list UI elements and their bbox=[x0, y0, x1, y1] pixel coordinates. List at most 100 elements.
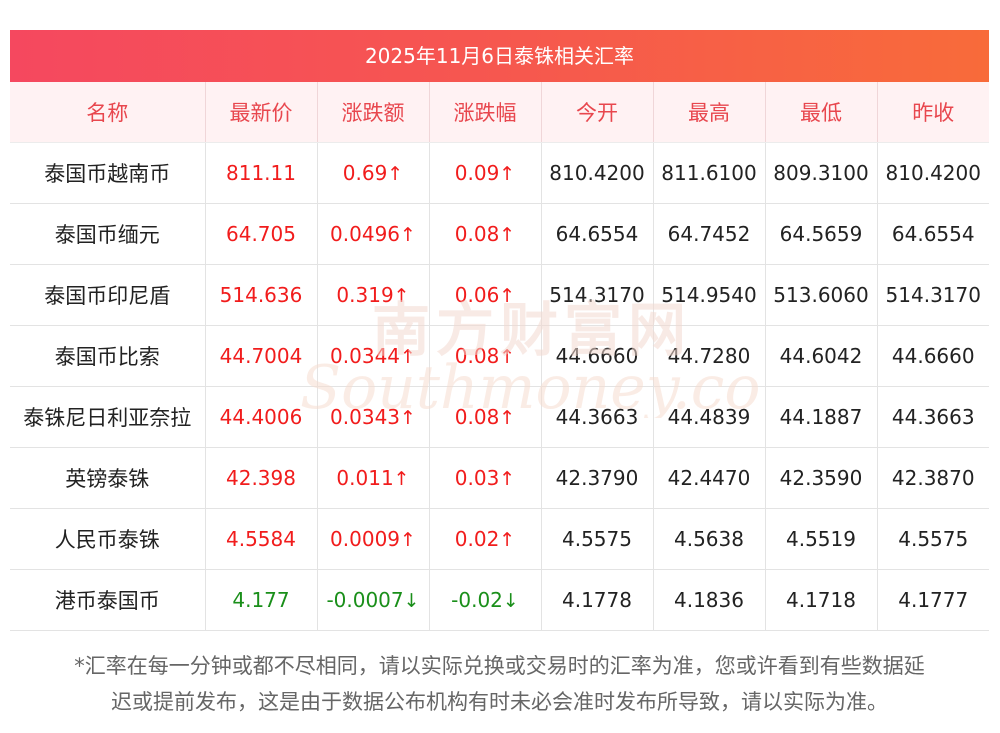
high-price-value: 44.7280 bbox=[667, 344, 751, 368]
low-price: 4.1718 bbox=[765, 569, 878, 631]
price-change-pct-value: 0.09 bbox=[454, 161, 500, 185]
latest-price-value: 64.705 bbox=[226, 222, 296, 246]
arrow-up-icon: ↑ bbox=[400, 224, 416, 246]
column-header-open: 今开 bbox=[541, 82, 654, 143]
arrow-down-icon: ↓ bbox=[403, 590, 420, 612]
price-change-pct: 0.08↑ bbox=[429, 386, 542, 448]
prev-close-price: 42.3870 bbox=[877, 447, 989, 509]
price-change: 0.0496↑ bbox=[317, 203, 430, 265]
price-change-pct: -0.02↓ bbox=[429, 569, 542, 631]
price-change-pct: 0.08↑ bbox=[429, 203, 542, 265]
prev-close-price-value: 44.3663 bbox=[891, 405, 975, 429]
column-header-change: 涨跌额 bbox=[317, 82, 430, 143]
price-change: 0.0344↑ bbox=[317, 325, 430, 387]
high-price-value: 514.9540 bbox=[661, 283, 757, 307]
arrow-up-icon: ↑ bbox=[499, 407, 516, 429]
low-price-value: 513.6060 bbox=[773, 283, 869, 307]
price-change-pct: 0.03↑ bbox=[429, 447, 542, 509]
latest-price: 4.5584 bbox=[205, 508, 318, 570]
price-change-value: 0.0344 bbox=[330, 344, 401, 368]
open-price-value: 44.3663 bbox=[555, 405, 639, 429]
currency-pair-name-value: 人民币泰铢 bbox=[54, 528, 160, 552]
high-price: 811.6100 bbox=[653, 142, 766, 204]
price-change-pct-value: 0.08 bbox=[454, 405, 500, 429]
currency-pair-name: 港币泰国币 bbox=[10, 569, 206, 631]
latest-price-value: 4.5584 bbox=[226, 527, 296, 551]
price-change-pct-value: 0.02 bbox=[454, 527, 500, 551]
latest-price: 4.177 bbox=[205, 569, 318, 631]
open-price-value: 42.3790 bbox=[555, 466, 639, 490]
latest-price-value: 514.636 bbox=[219, 283, 303, 307]
high-price-value: 42.4470 bbox=[667, 466, 751, 490]
currency-pair-name-value: 泰国币印尼盾 bbox=[44, 284, 171, 308]
arrow-up-icon: ↑ bbox=[400, 529, 416, 551]
price-change-pct-value: 0.08 bbox=[454, 222, 500, 246]
high-price: 44.7280 bbox=[653, 325, 766, 387]
open-price: 44.6660 bbox=[541, 325, 654, 387]
open-price: 810.4200 bbox=[541, 142, 654, 204]
currency-pair-name-value: 泰铢尼日利亚奈拉 bbox=[23, 406, 192, 430]
currency-pair-name-value: 泰国币越南币 bbox=[44, 162, 171, 186]
price-change-value: 0.69 bbox=[342, 161, 388, 185]
low-price: 42.3590 bbox=[765, 447, 878, 509]
open-price-value: 4.5575 bbox=[562, 527, 632, 551]
arrow-up-icon: ↑ bbox=[393, 468, 410, 490]
high-price-value: 64.7452 bbox=[667, 222, 751, 246]
prev-close-price: 44.3663 bbox=[877, 386, 989, 448]
price-change-value: 0.0343 bbox=[330, 405, 401, 429]
low-price-value: 44.1887 bbox=[779, 405, 863, 429]
price-change: 0.0343↑ bbox=[317, 386, 430, 448]
price-change: 0.319↑ bbox=[317, 264, 430, 326]
open-price-value: 64.6554 bbox=[555, 222, 639, 246]
table-row: 人民币泰铢 4.5584 0.0009↑ 0.02↑ 4.5575 4.5638 4.551… bbox=[10, 508, 989, 570]
price-change: 0.0009↑ bbox=[317, 508, 430, 570]
low-price-value: 809.3100 bbox=[773, 161, 869, 185]
open-price: 4.5575 bbox=[541, 508, 654, 570]
open-price-value: 810.4200 bbox=[549, 161, 645, 185]
latest-price: 42.398 bbox=[205, 447, 318, 509]
high-price: 42.4470 bbox=[653, 447, 766, 509]
currency-pair-name: 泰国币比索 bbox=[10, 325, 206, 387]
currency-pair-name: 泰国币缅元 bbox=[10, 203, 206, 265]
arrow-up-icon: ↑ bbox=[499, 468, 516, 490]
low-price-value: 4.1718 bbox=[786, 588, 856, 612]
column-header-low: 最低 bbox=[765, 82, 878, 143]
arrow-up-icon: ↑ bbox=[499, 163, 516, 185]
arrow-down-icon: ↓ bbox=[502, 590, 519, 612]
footnote-line-1: *汇率在每一分钟或都不尽相同，请以实际兑换或交易时的汇率为准，您或许看到有些数据… bbox=[74, 654, 925, 678]
table-row: 英镑泰铢 42.398 0.011↑ 0.03↑ 42.3790 42.4470 42.35… bbox=[10, 447, 989, 509]
high-price: 4.1836 bbox=[653, 569, 766, 631]
high-price: 44.4839 bbox=[653, 386, 766, 448]
price-change-value: 0.0496 bbox=[330, 222, 401, 246]
price-change-value: 0.319 bbox=[336, 283, 394, 307]
footnote-line-2: 迟或提前发布，这是由于数据公布机构有时未必会准时发布所导致，请以实际为准。 bbox=[111, 690, 888, 714]
arrow-up-icon: ↑ bbox=[499, 529, 516, 551]
low-price: 4.5519 bbox=[765, 508, 878, 570]
low-price-value: 4.5519 bbox=[786, 527, 856, 551]
latest-price-value: 44.7004 bbox=[219, 344, 303, 368]
high-price-value: 4.1836 bbox=[674, 588, 744, 612]
latest-price: 514.636 bbox=[205, 264, 318, 326]
prev-close-price: 514.3170 bbox=[877, 264, 989, 326]
high-price: 64.7452 bbox=[653, 203, 766, 265]
low-price: 513.6060 bbox=[765, 264, 878, 326]
table-row: 泰国币比索 44.7004 0.0344↑ 0.08↑ 44.6660 44.7280 44… bbox=[10, 325, 989, 387]
prev-close-price-value: 810.4200 bbox=[885, 161, 981, 185]
arrow-up-icon: ↑ bbox=[393, 285, 410, 307]
prev-close-price: 4.5575 bbox=[877, 508, 989, 570]
currency-pair-name: 泰国币越南币 bbox=[10, 142, 206, 204]
open-price: 64.6554 bbox=[541, 203, 654, 265]
currency-pair-name-value: 港币泰国币 bbox=[54, 589, 160, 613]
table-row: 泰铢尼日利亚奈拉 44.4006 0.0343↑ 0.08↑ 44.3663 44.483… bbox=[10, 386, 989, 448]
page-title: 2025年11月6日泰铢相关汇率 bbox=[10, 30, 989, 82]
column-header-name: 名称 bbox=[10, 82, 206, 143]
open-price: 42.3790 bbox=[541, 447, 654, 509]
high-price-value: 4.5638 bbox=[674, 527, 744, 551]
open-price-value: 44.6660 bbox=[555, 344, 639, 368]
low-price-value: 42.3590 bbox=[779, 466, 863, 490]
currency-pair-name: 泰铢尼日利亚奈拉 bbox=[10, 386, 206, 448]
arrow-up-icon: ↑ bbox=[387, 163, 404, 185]
prev-close-price-value: 514.3170 bbox=[885, 283, 981, 307]
high-price-value: 44.4839 bbox=[667, 405, 751, 429]
prev-close-price-value: 4.5575 bbox=[898, 527, 969, 551]
